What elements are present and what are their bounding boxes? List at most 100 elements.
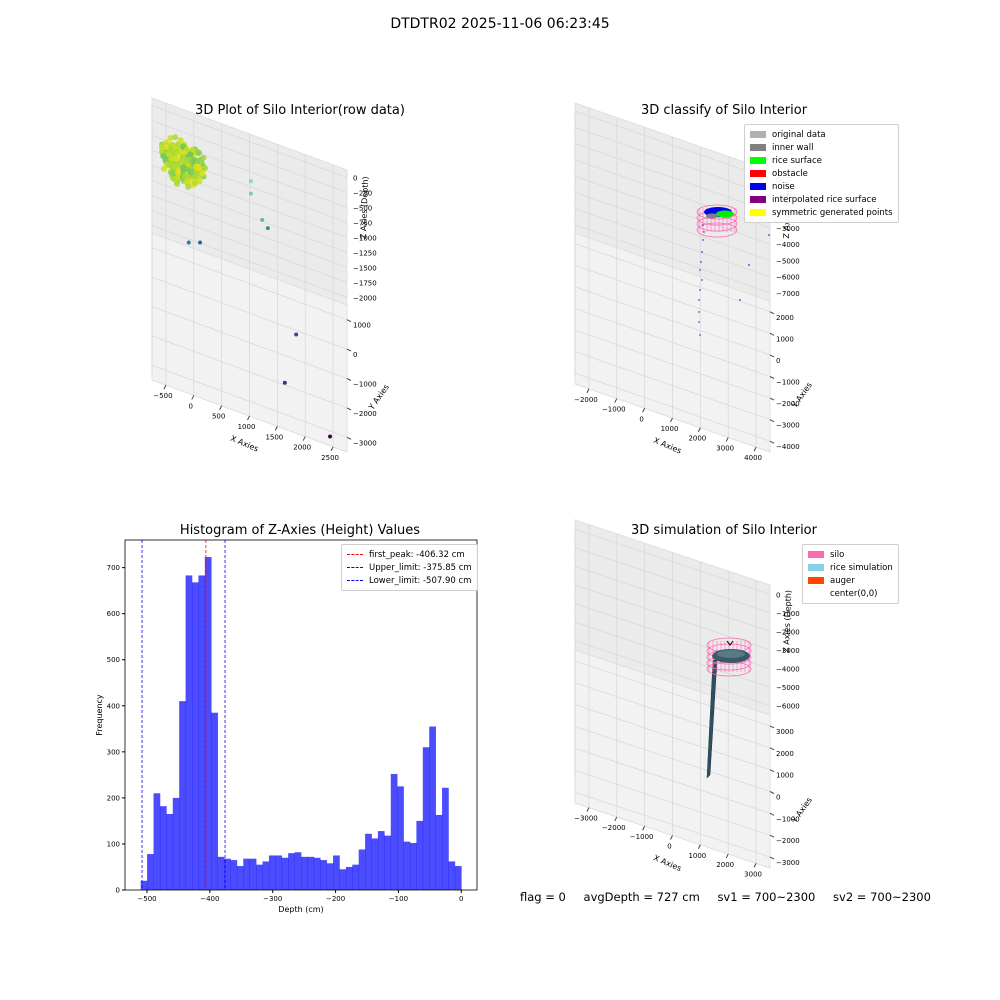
data-point — [172, 134, 179, 141]
scatter-point — [748, 264, 750, 266]
silo-wall — [696, 222, 738, 238]
p1-gridline — [151, 306, 348, 379]
legend-item: first_peak: -406.32 cm — [347, 548, 472, 561]
p1-y-tick-label: −1000 — [353, 381, 377, 389]
legend-swatch — [808, 564, 824, 571]
x-tick-label: −300 — [263, 895, 282, 903]
x-axis-label: Depth (cm) — [278, 905, 323, 914]
p2-y-tick — [769, 397, 775, 401]
p2-x-tick — [725, 437, 729, 442]
data-point — [248, 179, 253, 184]
scatter-point — [698, 299, 700, 301]
scatter-point — [698, 321, 700, 323]
p4-y-tick-label: −2000 — [776, 837, 800, 845]
p4-z-axis-label: Z Axies (Depth) — [782, 590, 793, 653]
histogram-bar — [159, 806, 167, 890]
p1-gridline — [151, 180, 348, 253]
legend-swatch — [750, 144, 766, 151]
p2-gridline — [574, 372, 771, 442]
data-point — [181, 173, 188, 180]
p1-z-tick-label: −250 — [353, 190, 372, 198]
data-point — [195, 149, 202, 156]
legend-label: first_peak: -406.32 cm — [369, 549, 465, 560]
p1-x-tick-label: 500 — [212, 413, 225, 421]
p1-gridline — [151, 105, 348, 178]
legend-label: rice surface — [772, 155, 822, 166]
p4-x-tick-label: 0 — [667, 843, 671, 851]
p2-y-tick — [769, 311, 775, 315]
scatter-point — [699, 334, 701, 336]
histogram-bar — [435, 814, 443, 890]
classify-legend: original data inner wall rice surface obsta… — [744, 124, 899, 223]
histogram-bar — [224, 858, 231, 890]
data-point — [160, 153, 167, 160]
p1-gridline — [151, 364, 348, 438]
legend-item: rice simulation — [808, 561, 893, 574]
p2-z-tick-label: −5000 — [776, 257, 800, 265]
data-point — [294, 332, 299, 337]
histogram-bar — [217, 856, 225, 890]
data-point — [175, 170, 182, 177]
histogram-bar — [333, 855, 340, 890]
p1-x-tick — [191, 395, 195, 400]
p2-y-tick-label: −1000 — [776, 379, 800, 387]
p4-z-tick-label: −1000 — [776, 610, 800, 618]
p1-y-tick-label: −2000 — [353, 410, 377, 418]
p4-grid — [574, 524, 771, 864]
p2-y-tick — [769, 332, 775, 336]
histogram-bar — [397, 786, 404, 890]
p1-y-tick — [346, 378, 352, 381]
scatter-point — [768, 234, 770, 236]
histogram-frame — [124, 539, 478, 891]
data-point — [175, 141, 182, 148]
histogram-bar — [358, 849, 366, 890]
y-tick-label: 500 — [107, 656, 120, 664]
figure-title: DTDTR02 2025-11-06 06:23:45 — [390, 16, 610, 32]
p1-y-tick-label: 1000 — [353, 322, 371, 330]
legend-label: original data — [772, 129, 826, 140]
histogram-bar — [448, 861, 456, 890]
histogram-bar — [179, 701, 186, 890]
p4-y-tick — [769, 769, 775, 773]
inner-wall-points — [706, 213, 718, 219]
p4-z-tick-label: −3000 — [776, 647, 800, 655]
p2-gridline — [574, 191, 771, 261]
histogram-bar — [454, 866, 462, 890]
p4-gridline — [574, 682, 771, 749]
legend-item: symmetric generated points — [750, 206, 893, 219]
histogram-bar — [326, 863, 334, 890]
histogram-bar — [339, 869, 347, 890]
histogram-bar — [442, 787, 449, 890]
p4-z-tick-label: −4000 — [776, 666, 800, 674]
p1-z-axis-label: Z Axies (Depth) — [359, 176, 370, 239]
histogram-bar — [384, 835, 392, 890]
p4-z-tick-label: 0 — [776, 591, 780, 599]
histogram-bar — [301, 856, 308, 890]
p4-y-tick-label: 0 — [776, 794, 780, 802]
data-point — [260, 217, 265, 222]
legend-item: Lower_limit: -507.90 cm — [347, 574, 472, 587]
p1-z-tick-label: −1750 — [353, 280, 377, 288]
histogram-bar — [275, 855, 283, 890]
legend-swatch — [808, 551, 824, 558]
histogram-bar — [320, 860, 327, 890]
histogram-bar — [147, 854, 154, 890]
p1-x-tick-label: 2000 — [293, 444, 311, 452]
histogram-bar — [409, 843, 417, 890]
histogram-bar — [365, 833, 372, 890]
p2-x-tick — [642, 408, 646, 413]
p2-y-tick — [769, 354, 775, 358]
p1-y-tick — [346, 436, 352, 440]
p2-x-tick-label: 4000 — [744, 454, 762, 462]
legend-label: noise — [772, 181, 795, 192]
legend-label: inner wall — [772, 142, 814, 153]
rice-surface-points — [716, 210, 734, 218]
p4-z-tick-label: −5000 — [776, 684, 800, 692]
data-point — [180, 143, 187, 150]
p4-simulation — [706, 637, 752, 779]
legend-item: inner wall — [750, 141, 893, 154]
p2-x-tick — [670, 417, 673, 423]
y-tick-label: 600 — [107, 610, 120, 618]
